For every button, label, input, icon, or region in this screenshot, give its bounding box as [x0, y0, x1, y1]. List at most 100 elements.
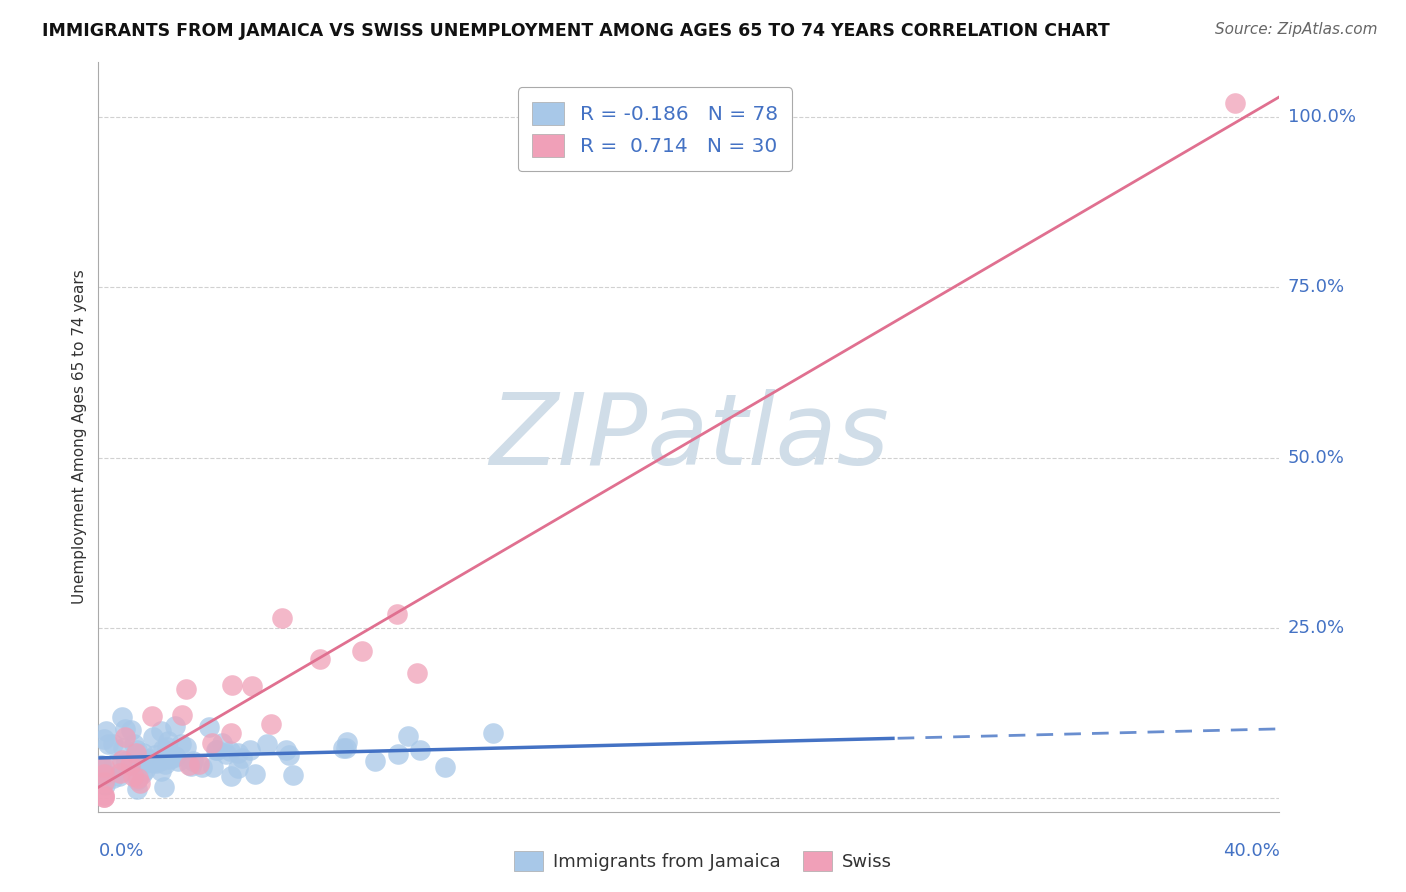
- Point: [111, 709, 134, 723]
- Point: [93, 731, 115, 746]
- Point: [118, 757, 141, 772]
- Point: [283, 768, 305, 782]
- Point: [308, 651, 330, 665]
- Point: [219, 725, 242, 739]
- Point: [125, 743, 148, 757]
- Point: [131, 767, 153, 781]
- Point: [176, 681, 198, 696]
- Point: [135, 754, 157, 768]
- Point: [1225, 96, 1247, 111]
- Point: [128, 776, 150, 790]
- Point: [198, 720, 221, 734]
- Point: [243, 767, 266, 781]
- Point: [352, 644, 374, 658]
- Text: 0.0%: 0.0%: [98, 842, 143, 860]
- Point: [141, 709, 163, 723]
- Point: [163, 719, 186, 733]
- Point: [122, 737, 145, 751]
- Point: [211, 736, 233, 750]
- Point: [256, 737, 278, 751]
- Point: [93, 788, 115, 802]
- Point: [114, 722, 136, 736]
- Point: [277, 748, 299, 763]
- Point: [205, 743, 228, 757]
- Point: [396, 729, 419, 743]
- Y-axis label: Unemployment Among Ages 65 to 74 years: Unemployment Among Ages 65 to 74 years: [72, 269, 87, 605]
- Point: [125, 781, 148, 796]
- Point: [96, 768, 118, 782]
- Point: [332, 740, 354, 755]
- Point: [114, 730, 136, 744]
- Point: [112, 741, 135, 756]
- Text: Source: ZipAtlas.com: Source: ZipAtlas.com: [1215, 22, 1378, 37]
- Point: [167, 754, 190, 768]
- Point: [90, 763, 112, 777]
- Point: [156, 740, 179, 755]
- Point: [159, 752, 181, 766]
- Point: [93, 790, 115, 805]
- Point: [101, 771, 124, 785]
- Point: [387, 607, 409, 622]
- Point: [93, 766, 115, 780]
- Point: [155, 756, 177, 771]
- Point: [406, 665, 429, 680]
- Point: [409, 742, 432, 756]
- Point: [336, 735, 359, 749]
- Point: [94, 778, 117, 792]
- Point: [127, 772, 149, 787]
- Point: [111, 753, 134, 767]
- Point: [159, 747, 181, 761]
- Point: [165, 750, 187, 764]
- Point: [201, 736, 224, 750]
- Point: [145, 756, 167, 770]
- Point: [335, 740, 357, 755]
- Point: [90, 758, 112, 772]
- Point: [218, 744, 240, 758]
- Point: [170, 708, 193, 723]
- Text: 75.0%: 75.0%: [1288, 278, 1346, 296]
- Point: [215, 747, 238, 761]
- Point: [108, 769, 131, 783]
- Point: [136, 752, 159, 766]
- Point: [270, 610, 292, 624]
- Point: [150, 754, 173, 768]
- Point: [121, 769, 143, 783]
- Point: [226, 746, 249, 760]
- Point: [242, 679, 264, 693]
- Point: [231, 750, 253, 764]
- Point: [239, 742, 262, 756]
- Point: [149, 764, 172, 779]
- Point: [191, 760, 214, 774]
- Point: [157, 733, 180, 747]
- Text: 100.0%: 100.0%: [1288, 108, 1355, 126]
- Point: [364, 754, 387, 768]
- Point: [201, 760, 224, 774]
- Point: [228, 761, 250, 775]
- Point: [188, 756, 211, 771]
- Point: [103, 757, 125, 772]
- Point: [219, 769, 242, 783]
- Point: [120, 723, 142, 737]
- Point: [115, 755, 138, 769]
- Point: [142, 755, 165, 769]
- Text: ZIPatlas: ZIPatlas: [489, 389, 889, 485]
- Point: [135, 756, 157, 771]
- Text: 50.0%: 50.0%: [1288, 449, 1344, 467]
- Point: [387, 747, 409, 761]
- Point: [93, 790, 115, 805]
- Point: [132, 746, 155, 760]
- Point: [134, 763, 156, 777]
- Point: [205, 743, 228, 757]
- Point: [152, 749, 174, 764]
- Point: [181, 754, 204, 768]
- Point: [276, 743, 298, 757]
- Point: [108, 766, 131, 780]
- Point: [221, 678, 243, 692]
- Point: [103, 737, 125, 751]
- Point: [93, 760, 115, 774]
- Point: [143, 748, 166, 763]
- Legend: R = -0.186   N = 78, R =  0.714   N = 30: R = -0.186 N = 78, R = 0.714 N = 30: [517, 87, 792, 171]
- Point: [149, 724, 172, 739]
- Point: [152, 742, 174, 756]
- Point: [174, 740, 197, 755]
